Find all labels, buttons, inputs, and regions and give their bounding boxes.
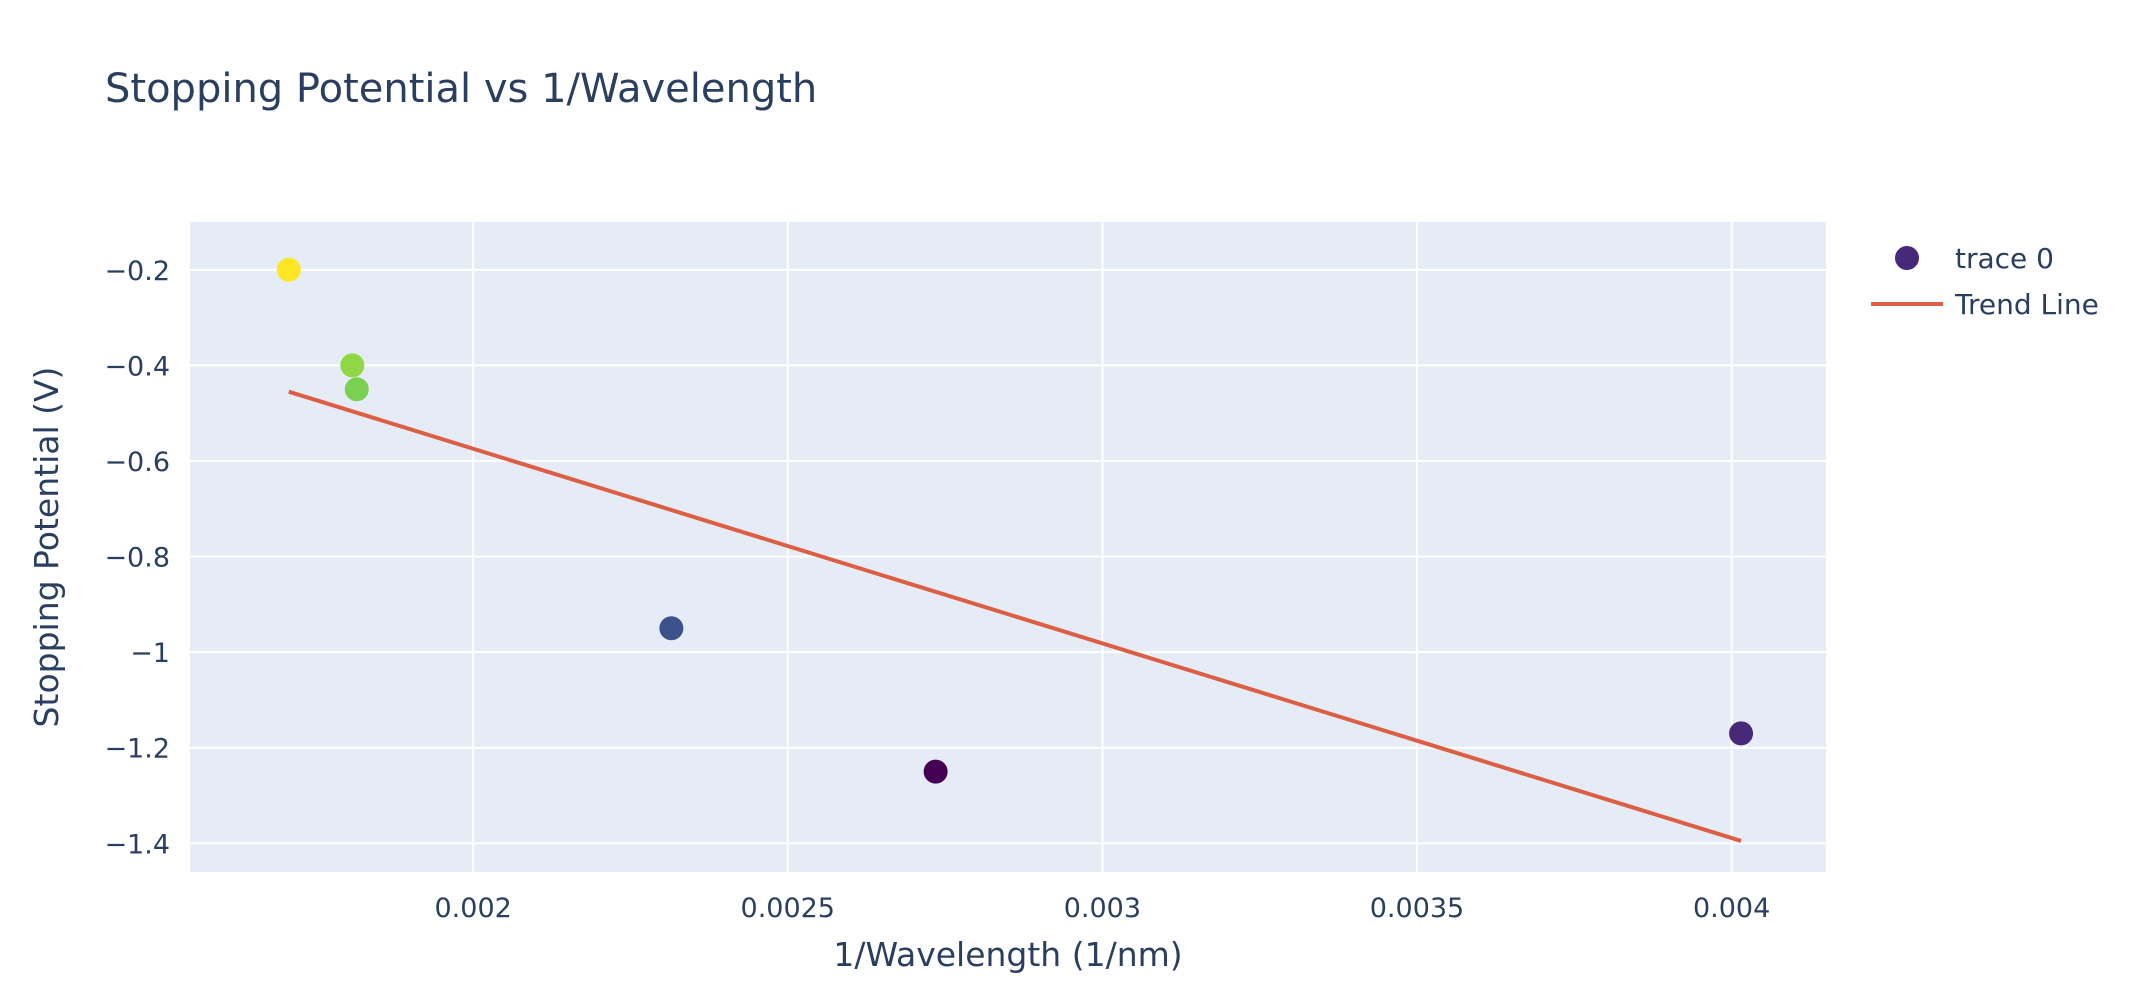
legend-item[interactable]: trace 0 [1895, 242, 2054, 275]
y-tick-label: −0.8 [104, 543, 170, 574]
x-tick-label: 0.002 [435, 893, 512, 924]
chart-title: Stopping Potential vs 1/Wavelength [105, 66, 817, 112]
data-point[interactable] [659, 616, 684, 641]
grid-layer [190, 222, 1826, 872]
data-point[interactable] [923, 759, 948, 784]
y-axis-title: Stopping Potential (V) [27, 367, 66, 728]
y-tick-label: −1.2 [104, 734, 170, 765]
y-tick-label: −1.4 [104, 829, 170, 860]
data-point[interactable] [276, 257, 301, 282]
data-point[interactable] [344, 377, 369, 402]
legend-item[interactable]: Trend Line [1871, 288, 2099, 321]
x-tick-label: 0.0035 [1370, 893, 1464, 924]
plot-area [190, 222, 1826, 872]
ticks-layer: 0.002 0.0025 0.003 0.0035 0.004 −0.2 −0.4 −0.6 −… [104, 256, 1770, 924]
y-tick-label: −0.6 [104, 447, 170, 478]
series-layer [276, 257, 1754, 843]
x-tick-label: 0.004 [1693, 893, 1770, 924]
y-tick-label: −0.2 [104, 256, 170, 287]
y-tick-label: −1 [130, 638, 170, 669]
legend-label: Trend Line [1954, 288, 2099, 321]
x-tick-label: 0.003 [1064, 893, 1141, 924]
trend-line [288, 389, 1742, 843]
x-tick-label: 0.0025 [741, 893, 835, 924]
x-axis-title: 1/Wavelength (1/nm) [833, 935, 1182, 974]
y-tick-label: −0.4 [104, 351, 170, 382]
legend[interactable]: trace 0 Trend Line [1871, 242, 2099, 321]
legend-marker [1895, 246, 1919, 270]
data-point[interactable] [340, 353, 365, 378]
legend-label: trace 0 [1955, 242, 2054, 275]
data-point[interactable] [1729, 721, 1754, 746]
